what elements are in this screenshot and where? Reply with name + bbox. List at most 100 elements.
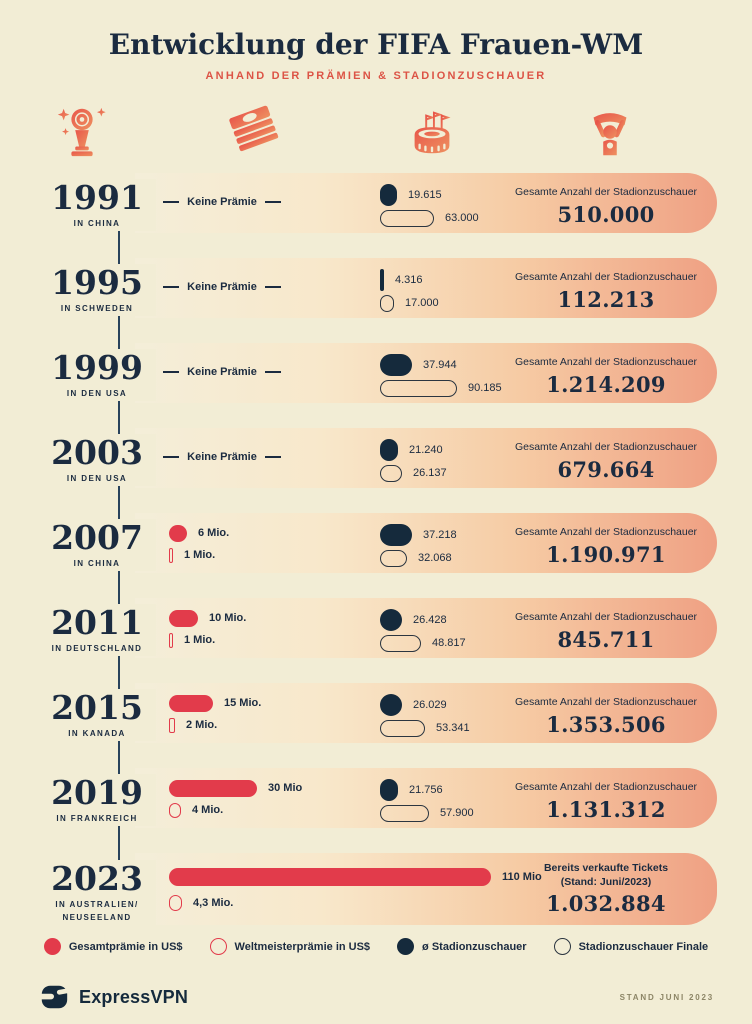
timeline-row-2007: 2007 IN CHINA 6 Mio. 1 Mio. 37.218 32.068 Gesa… [0,513,752,573]
location-label: IN DEN USA [66,473,128,483]
location-label: IN FRANKREICH [56,813,138,823]
year-label: 1995 [51,263,143,302]
year-cell: 2019 IN FRANKREICH [38,773,156,827]
red-outline-circle-icon [209,938,227,955]
total-attendance-title: Gesamte Anzahl der Stadionzuschauer [514,441,698,453]
champion-prize-label: 1 Mio. [184,549,216,561]
champion-prize-label: 4,3 Mio. [193,897,234,909]
total-attendance-title: Bereits verkaufte Tickets [543,862,669,874]
total-attendance-value: 1.032.884 [546,891,666,917]
year-cell: 1995 IN SCHWEDEN [38,263,156,317]
total-prize-label: 10 Mio. [209,612,247,624]
total-prize-label: 30 Mio [268,782,303,794]
avg-attendance-bar [380,694,402,716]
avg-attendance-label: 26.029 [413,699,447,711]
total-attendance-value: 1.190.971 [546,541,666,567]
champion-prize-bar [169,803,181,818]
legend-item-final-attendance: Stadionzuschauer Finale [553,938,708,955]
avg-attendance-label: 19.615 [408,189,442,201]
trophy-icon [57,107,106,157]
total-attendance-value: 112.213 [557,286,655,312]
total-attendance-cell: Gesamte Anzahl der Stadionzuschauer 845.7… [500,611,712,652]
avg-attendance-bar [380,269,384,291]
final-attendance-label: 53.341 [436,722,470,734]
timeline-row-2015: 2015 IN KANADA 15 Mio. 2 Mio. 26.029 53.341 Ge… [0,683,752,743]
navy-outline-circle-icon [553,938,571,955]
total-attendance-value: 679.664 [557,456,655,482]
total-prize-bar [169,780,257,797]
final-attendance-bar [380,720,425,737]
page-subtitle: ANHAND DER PRÄMIEN & STADIONZUSCHAUER [205,70,547,82]
total-attendance-cell: Gesamte Anzahl der Stadionzuschauer 510.0… [500,186,712,227]
year-cell: 1999 IN DEN USA [38,349,156,402]
champion-prize-label: 1 Mio. [184,634,216,646]
year-label: 2019 [51,773,143,812]
page-title: Entwicklung der FIFA Frauen-WM [108,28,644,61]
dash-left [163,371,180,373]
avg-attendance-label: 21.240 [409,444,443,456]
total-prize-bar [169,695,213,712]
no-prize-label: Keine Prämie [187,196,257,208]
legend-item-avg-attendance: ø Stadionzuschauer [397,938,527,955]
champion-prize-label: 4 Mio. [192,804,224,816]
timeline-row-2019: 2019 IN FRANKREICH 30 Mio 4 Mio. 21.756 57.90… [0,768,752,828]
row-band [135,343,717,403]
location-label: IN DEUTSCHLAND [51,643,143,653]
dash-left [163,286,180,288]
final-attendance-label: 48.817 [432,637,466,649]
total-attendance-title: Gesamte Anzahl der Stadionzuschauer [514,526,698,538]
total-attendance-title: Gesamte Anzahl der Stadionzuschauer [514,696,698,708]
fan-icon [593,113,627,156]
total-attendance-cell: Gesamte Anzahl der Stadionzuschauer 1.190… [500,526,712,567]
final-attendance-label: 26.137 [413,467,447,479]
final-attendance-label: 63.000 [445,212,479,224]
final-attendance-bar [380,465,402,482]
location-label-2: NEUSEELAND [62,913,132,923]
no-prize-note: Keine Prämie [150,451,294,463]
year-cell: 2011 IN DEUTSCHLAND [38,604,156,657]
final-attendance-bar [380,380,457,397]
avg-attendance-label: 37.218 [423,529,457,541]
timeline-row-1995: 1995 IN SCHWEDEN Keine Prämie 4.316 17.000 Ge… [0,258,752,318]
final-attendance-label: 90.185 [468,382,502,394]
total-prize-label: 110 Mio [502,871,542,883]
no-prize-note: Keine Prämie [150,281,294,293]
total-prize-label: 6 Mio. [198,527,230,539]
location-label: IN CHINA [73,218,121,228]
total-attendance-title: Gesamte Anzahl der Stadionzuschauer [514,186,698,198]
total-attendance-value: 1.131.312 [546,796,666,822]
total-attendance-cell: Gesamte Anzahl der Stadionzuschauer 1.214… [500,356,712,397]
avg-attendance-bar [380,184,397,206]
legend: Gesamtprämie in US$ Weltmeisterprämie in… [0,938,752,955]
total-prize-bar [169,868,491,886]
total-attendance-value: 510.000 [557,201,655,227]
year-label: 2007 [51,518,143,557]
no-prize-note: Keine Prämie [150,366,294,378]
total-attendance-title: Gesamte Anzahl der Stadionzuschauer [514,781,698,793]
year-cell: 2003 IN DEN USA [38,434,156,487]
avg-attendance-bar [380,354,412,376]
year-cell: 2023 IN AUSTRALIEN/NEUSEELAND [38,860,156,926]
total-attendance-cell: Gesamte Anzahl der Stadionzuschauer 1.353… [500,696,712,737]
dash-left [163,201,180,203]
row-band [135,513,717,573]
row-band [135,258,717,318]
final-attendance-label: 57.900 [440,807,474,819]
total-attendance-cell: Gesamte Anzahl der Stadionzuschauer 679.6… [500,441,712,482]
final-attendance-bar [380,295,394,312]
row-band [135,853,717,925]
champion-prize-label: 2 Mio. [186,719,218,731]
champion-prize-bar [169,895,182,911]
dash-right [264,456,281,458]
avg-attendance-bar [380,524,412,546]
row-band [135,428,717,488]
no-prize-label: Keine Prämie [187,366,257,378]
year-cell: 2015 IN KANADA [38,689,156,742]
total-attendance-value: 1.214.209 [546,371,666,397]
total-attendance-title: Gesamte Anzahl der Stadionzuschauer [514,356,698,368]
avg-attendance-label: 37.944 [423,359,457,371]
total-attendance-cell: Gesamte Anzahl der Stadionzuschauer 112.2… [500,271,712,312]
legend-label: ø Stadionzuschauer [422,940,527,953]
location-label: IN SCHWEDEN [60,303,134,313]
timeline-row-2011: 2011 IN DEUTSCHLAND 10 Mio. 1 Mio. 26.428 48.… [0,598,752,658]
